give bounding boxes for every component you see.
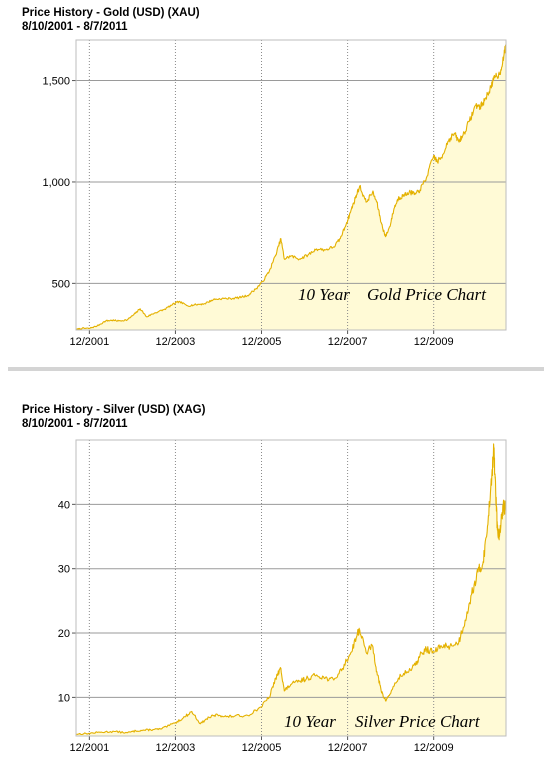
y-tick-label: 30 [58,564,70,576]
price-area-fill [76,443,506,736]
y-tick-label: 1,500 [42,76,70,88]
silver-chart-panel: Price History - Silver (USD) (XAG) 8/10/… [0,397,544,763]
chart-title: Price History - Silver (USD) (XAG) [22,404,206,416]
silver-price-chart: 10 20 30 40 12/2001 12/2003 12/2005 12/2007 12/2… [58,439,507,754]
x-tick-label: 12/2007 [328,336,368,348]
price-line [75,44,507,331]
x-tick-label: 12/2005 [242,742,282,754]
x-tick-label: 12/2007 [328,742,368,754]
plot-border [75,439,507,737]
chart-title: Price History - Gold (USD) (XAU) [22,7,200,19]
gold-price-chart: 500 1,000 1,500 12/2001 12/2003 12/2005 12/200… [42,39,507,348]
y-tick-label: 500 [52,278,70,290]
y-tick-label: 40 [58,499,70,511]
chart-divider [8,367,544,371]
chart-annotation-years: 10 Year [284,712,336,731]
chart-annotation-title: Gold Price Chart [367,285,487,304]
x-tick-label: 12/2009 [414,336,454,348]
chart-subtitle: 8/10/2001 - 8/7/2011 [22,21,128,33]
chart-annotation-title: Silver Price Chart [355,712,481,731]
y-tick-label: 1,000 [42,177,70,189]
x-tick-label: 12/2001 [69,336,109,348]
y-tick-label: 20 [58,628,70,640]
chart-annotation-years: 10 Year [298,285,350,304]
x-tick-label: 12/2003 [156,336,196,348]
chart-subtitle: 8/10/2001 - 8/7/2011 [22,418,128,430]
x-tick-label: 12/2009 [414,742,454,754]
y-tick-label: 10 [58,692,70,704]
gold-chart-panel: Price History - Gold (USD) (XAU) 8/10/20… [0,0,544,358]
x-tick-label: 12/2001 [69,742,109,754]
price-area-fill [76,44,506,330]
x-tick-label: 12/2003 [156,742,196,754]
plot-border [75,39,507,331]
price-line [75,443,507,736]
x-tick-label: 12/2005 [242,336,282,348]
